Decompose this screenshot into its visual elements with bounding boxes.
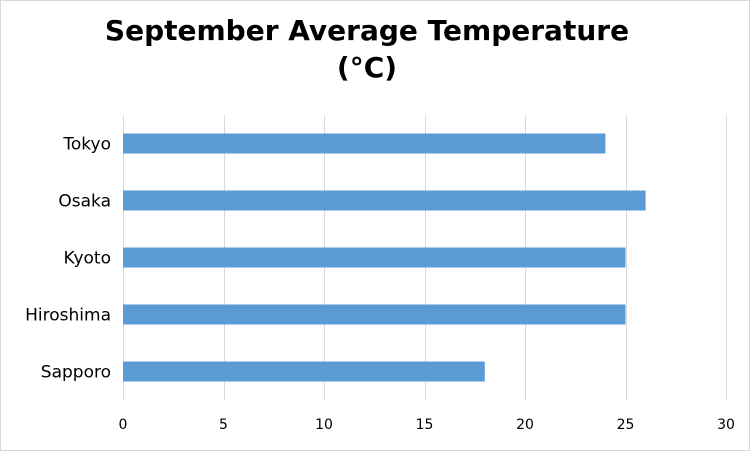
category-label-kyoto: Kyoto [64,249,111,269]
x-axis-tick-labels: 0 5 10 15 20 25 30 [119,417,735,433]
x-tick-label: 0 [119,417,128,433]
bar-osaka [123,190,646,211]
bars [123,133,646,382]
category-label-tokyo: Tokyo [62,135,111,155]
x-tick-label: 15 [416,417,434,433]
x-tick-label: 25 [617,417,635,433]
chart-title: September Average Temperature (°C) [0,12,734,86]
x-tick-label: 20 [516,417,534,433]
chart-title-line-1: September Average Temperature [104,14,630,47]
bar-hiroshima [123,304,626,325]
x-tick-label: 5 [219,417,228,433]
chart-title-line-2: (°C) [336,51,398,84]
category-label-sapporo: Sapporo [41,363,111,383]
bar-tokyo [123,133,606,154]
bar-sapporo [123,361,485,382]
category-labels: Tokyo Osaka Kyoto Hiroshima Sapporo [25,135,111,383]
x-tick-label: 30 [717,417,735,433]
category-label-hiroshima: Hiroshima [25,306,111,326]
x-tick-label: 10 [315,417,333,433]
bar-kyoto [123,247,626,268]
category-label-osaka: Osaka [58,192,111,212]
